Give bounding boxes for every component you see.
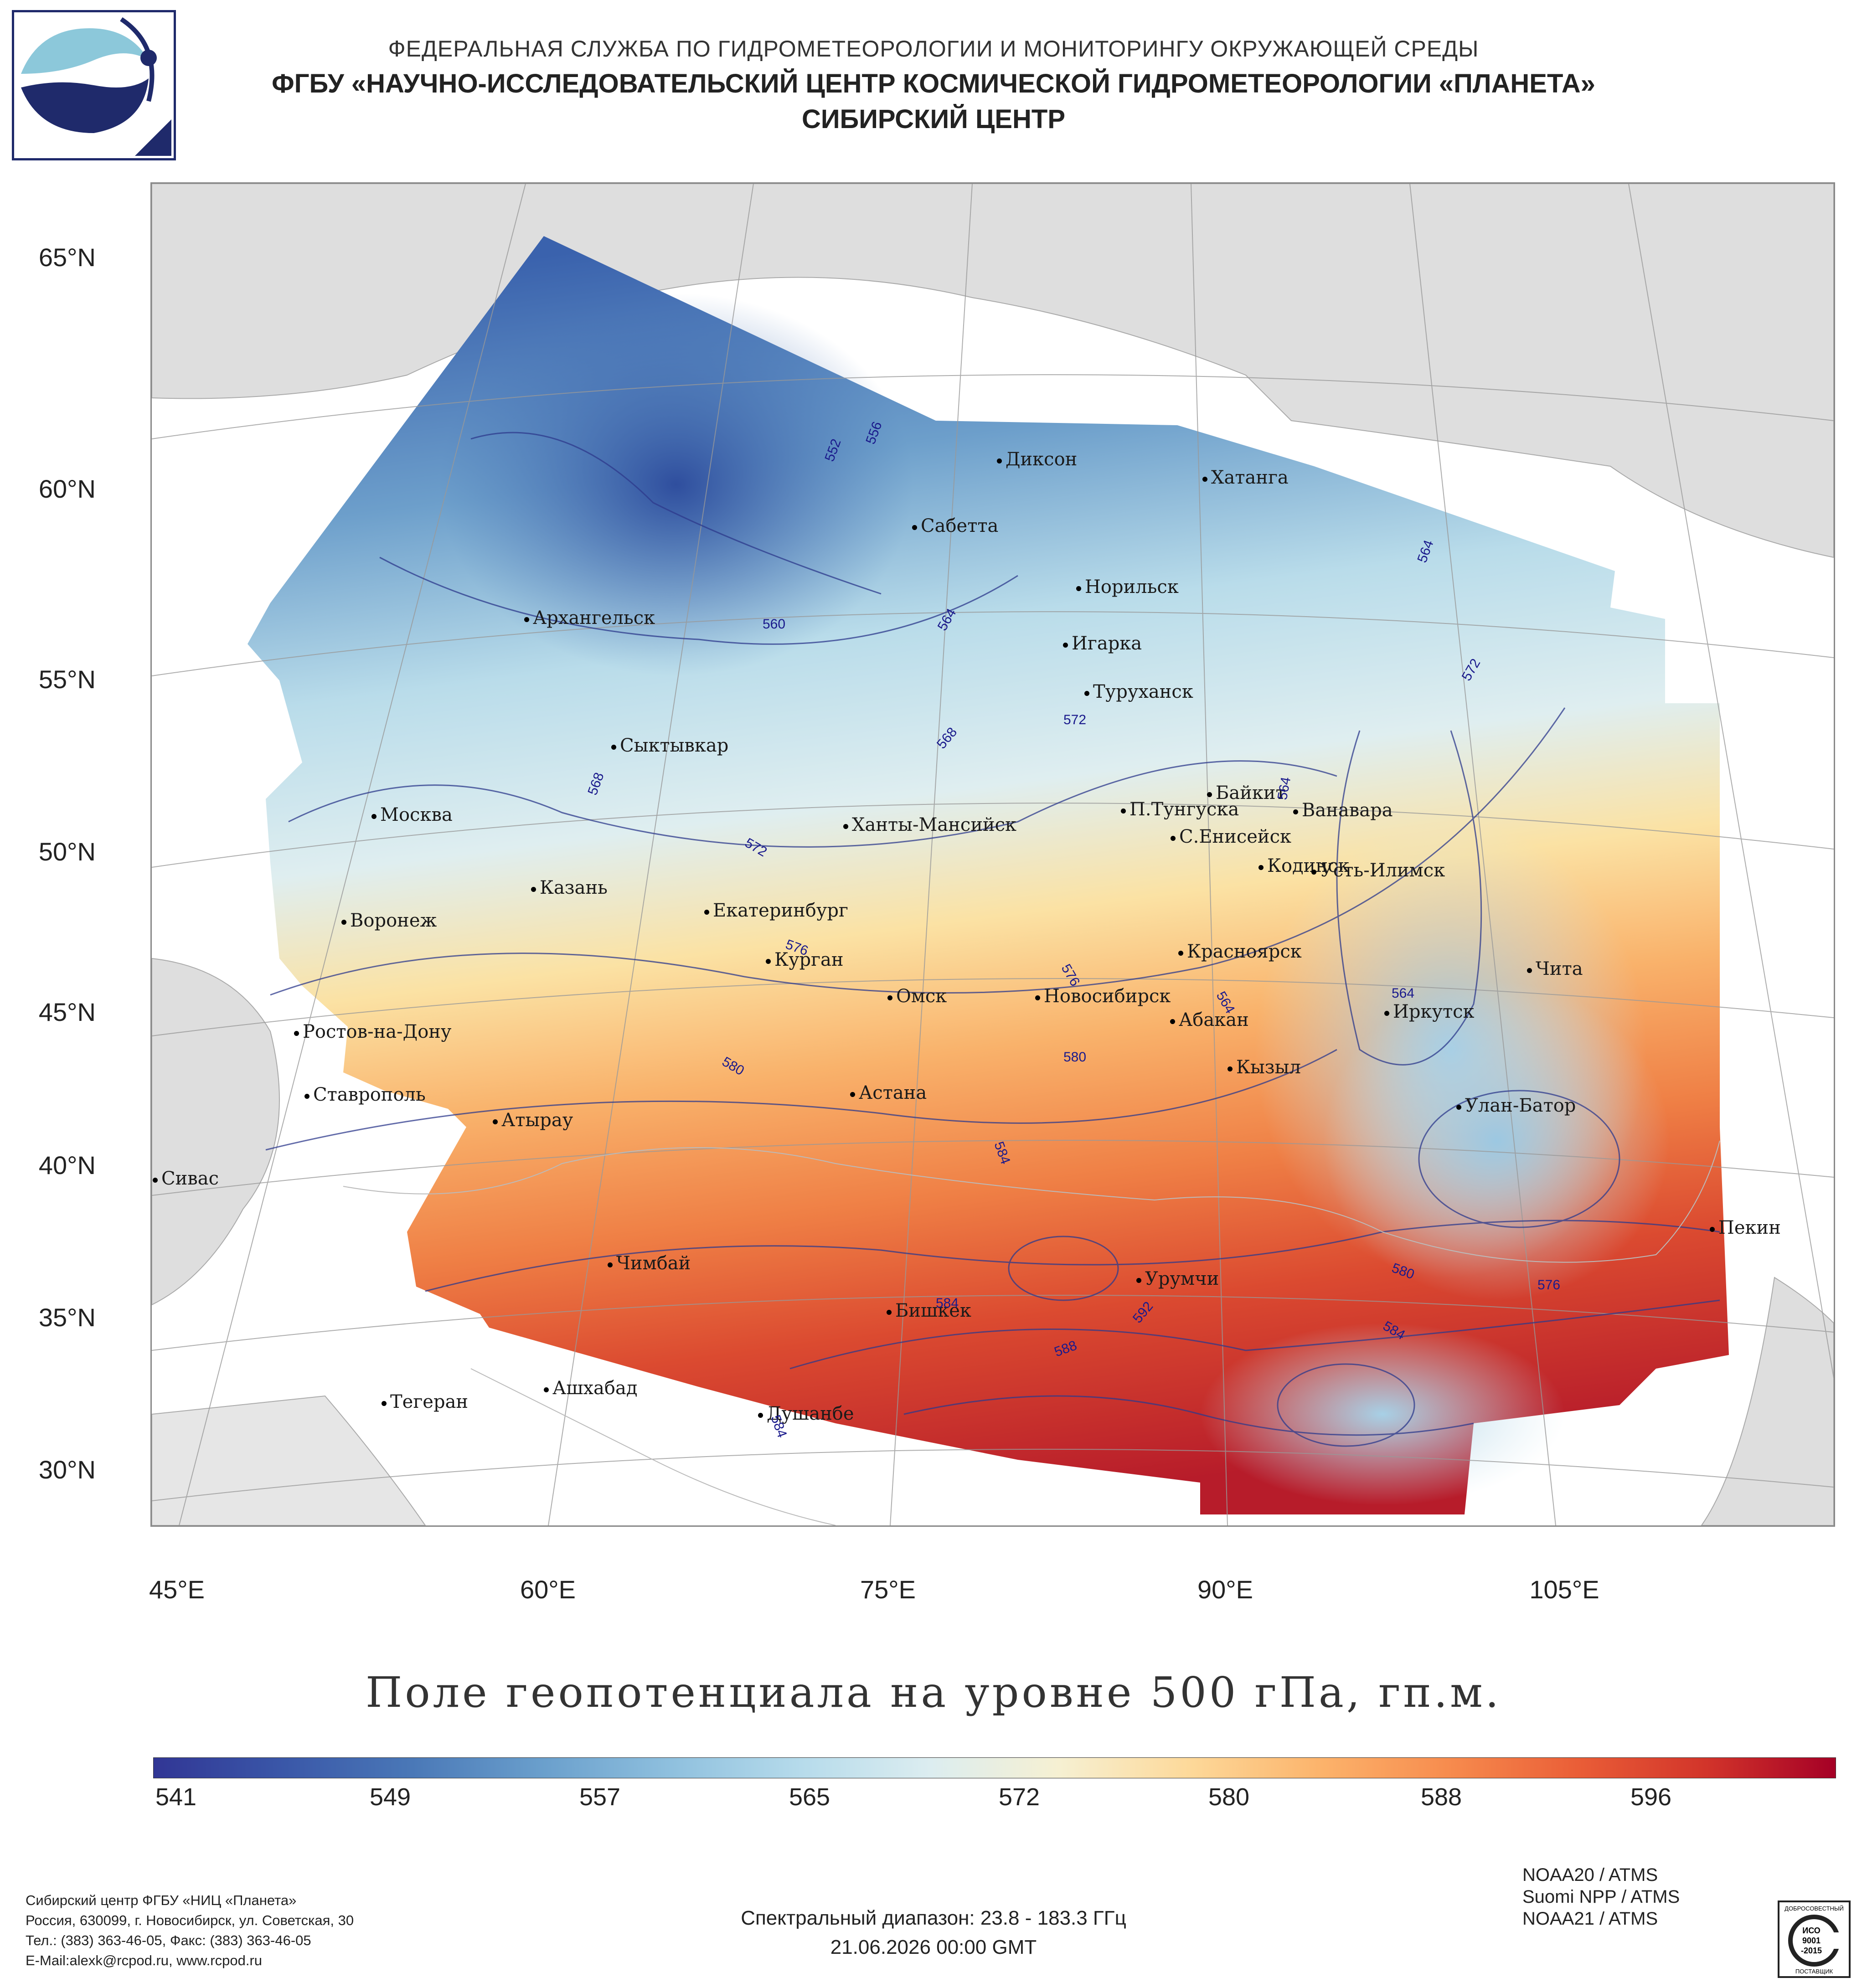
city-khanty-mansiysk: Ханты-Мансийск <box>843 814 1016 835</box>
city-chita: Чита <box>1527 958 1583 979</box>
lat-label-35: 35°N <box>38 1303 96 1332</box>
city-atyrau: Атырау <box>493 1110 573 1131</box>
city-rostov: Ростов-на-Дону <box>294 1021 451 1042</box>
contour-label: 584 <box>936 1296 959 1311</box>
footer-address: Россия, 630099, г. Новосибирск, ул. Сове… <box>26 1912 354 1928</box>
lat-label-65: 65°N <box>38 243 96 272</box>
city-kazan: Казань <box>531 877 608 898</box>
contour-label: 560 <box>763 617 786 632</box>
colorbar-label: 565 <box>789 1783 830 1811</box>
footer-email: E-Mail:alexk@rcpod.ru, www.rcpod.ru <box>26 1952 263 1968</box>
map-canvas <box>152 184 1834 1525</box>
footer-phone: Тел.: (383) 363-46-05, Факс: (383) 363-4… <box>26 1932 311 1948</box>
city-norilsk: Норильск <box>1076 577 1179 597</box>
contour-label: 572 <box>1063 712 1087 727</box>
city-syktyvkar: Сыктывкар <box>611 735 728 756</box>
city-kodinsk: Кодинск <box>1258 855 1349 876</box>
iso-text-3: -2015 <box>1801 1946 1822 1955</box>
city-khatanga: Хатанга <box>1202 467 1289 488</box>
city-beijing: Пекин <box>1710 1217 1781 1238</box>
city-turukhansk: Туруханск <box>1084 681 1193 702</box>
colorbar-label: 557 <box>579 1783 621 1811</box>
satellite-1: NOAA20 / ATMS <box>1522 1865 1658 1885</box>
city-vanavara: Ванавара <box>1293 800 1393 821</box>
city-dikson: Диксон <box>997 449 1077 470</box>
city-arkhangelsk: Архангельск <box>524 608 655 628</box>
lat-label-30: 30°N <box>38 1455 96 1484</box>
lat-label-55: 55°N <box>38 665 96 694</box>
colorbar-label: 580 <box>1208 1783 1250 1811</box>
city-kurgan: Курган <box>766 949 844 970</box>
city-igarka: Игарка <box>1063 633 1142 654</box>
city-ashgabat: Ашхабад <box>544 1378 637 1399</box>
city-bishkek: Бишкек <box>887 1300 971 1321</box>
contour-label: 564 <box>1392 986 1415 1001</box>
satellite-3: NOAA21 / ATMS <box>1522 1909 1658 1929</box>
contour-label: 576 <box>1537 1277 1561 1293</box>
city-sabetta: Сабетта <box>912 515 998 536</box>
iso-bottom-text: ПОСТАВЩИК <box>1795 1968 1833 1975</box>
iso-text-1: ИСО <box>1802 1926 1821 1935</box>
spectral-range: Спектральный диапазон: 23.8 - 183.3 ГГц <box>741 1907 1126 1929</box>
city-p-tunguska: П.Тунгуска <box>1121 799 1239 820</box>
city-astana: Астана <box>850 1082 927 1103</box>
city-s-eniseysk: С.Енисейск <box>1171 826 1291 847</box>
colorbar-label: 549 <box>369 1783 411 1811</box>
contour-label: 580 <box>1063 1050 1087 1065</box>
city-urumqi: Урумчи <box>1136 1268 1219 1289</box>
city-krasnoyarsk: Красноярск <box>1178 941 1302 962</box>
lat-label-50: 50°N <box>38 837 96 866</box>
satellite-2: Suomi NPP / ATMS <box>1522 1887 1680 1907</box>
lon-label-60: 60°E <box>520 1575 576 1604</box>
city-kyzyl: Кызыл <box>1227 1057 1301 1078</box>
colorbar-label: 596 <box>1630 1783 1672 1811</box>
lon-label-105: 105°E <box>1529 1575 1599 1604</box>
header-center: СИБИРСКИЙ ЦЕНТР <box>801 104 1066 134</box>
city-novosibirsk: Новосибирск <box>1035 986 1171 1007</box>
colorbar-label: 588 <box>1420 1783 1462 1811</box>
colorbar <box>153 1757 1836 1778</box>
lon-label-90: 90°E <box>1197 1575 1253 1604</box>
city-ulan-bator: Улан-Батор <box>1456 1095 1576 1116</box>
header-agency: ФЕДЕРАЛЬНАЯ СЛУЖБА ПО ГИДРОМЕТЕОРОЛОГИИ … <box>388 36 1479 62</box>
planeta-logo <box>12 10 176 160</box>
city-baykit: Байкит <box>1207 783 1286 803</box>
iso-top-text: ДОБРОСОВЕСТНЫЙ <box>1784 1905 1844 1912</box>
lat-label-60: 60°N <box>38 474 96 503</box>
observation-datetime: 21.06.2026 00:00 GMT <box>830 1936 1037 1958</box>
geopotential-map: Диксон Хатанга Сабетта Норильск Архангел… <box>150 182 1835 1527</box>
city-omsk: Омск <box>887 986 947 1007</box>
city-abakan: Абакан <box>1170 1009 1249 1030</box>
header-institute: ФГБУ «НАУЧНО-ИССЛЕДОВАТЕЛЬСКИЙ ЦЕНТР КОС… <box>272 69 1595 98</box>
iso-text-2: 9001 <box>1802 1936 1821 1945</box>
footer-org: Сибирский центр ФГБУ «НИЦ «Планета» <box>26 1892 297 1908</box>
lon-label-75: 75°E <box>860 1575 916 1604</box>
city-sivas: Сивас <box>153 1168 219 1189</box>
colorbar-label: 572 <box>998 1783 1040 1811</box>
city-voronezh: Воронеж <box>341 910 437 931</box>
city-chimbay: Чимбай <box>608 1253 691 1274</box>
lat-label-45: 45°N <box>38 998 96 1026</box>
city-dushanbe: Душанбе <box>758 1403 854 1424</box>
city-ust-ilimsk: Усть-Илимск <box>1311 860 1445 881</box>
colorbar-label: 541 <box>155 1783 197 1811</box>
lat-label-40: 40°N <box>38 1151 96 1179</box>
map-title: Поле геопотенциала на уровне 500 гПа, гп… <box>366 1668 1501 1717</box>
lon-label-45: 45°E <box>149 1575 205 1604</box>
city-moscow: Москва <box>371 804 453 825</box>
city-tehran: Тегеран <box>382 1391 468 1412</box>
iso-certification-badge: ДОБРОСОВЕСТНЫЙ ИСО 9001 -2015 ПОСТАВЩИК <box>1778 1900 1851 1978</box>
city-stavropol: Ставрополь <box>304 1084 426 1105</box>
city-ekaterinburg: Екатеринбург <box>704 900 848 921</box>
city-irkutsk: Иркутск <box>1384 1001 1475 1022</box>
